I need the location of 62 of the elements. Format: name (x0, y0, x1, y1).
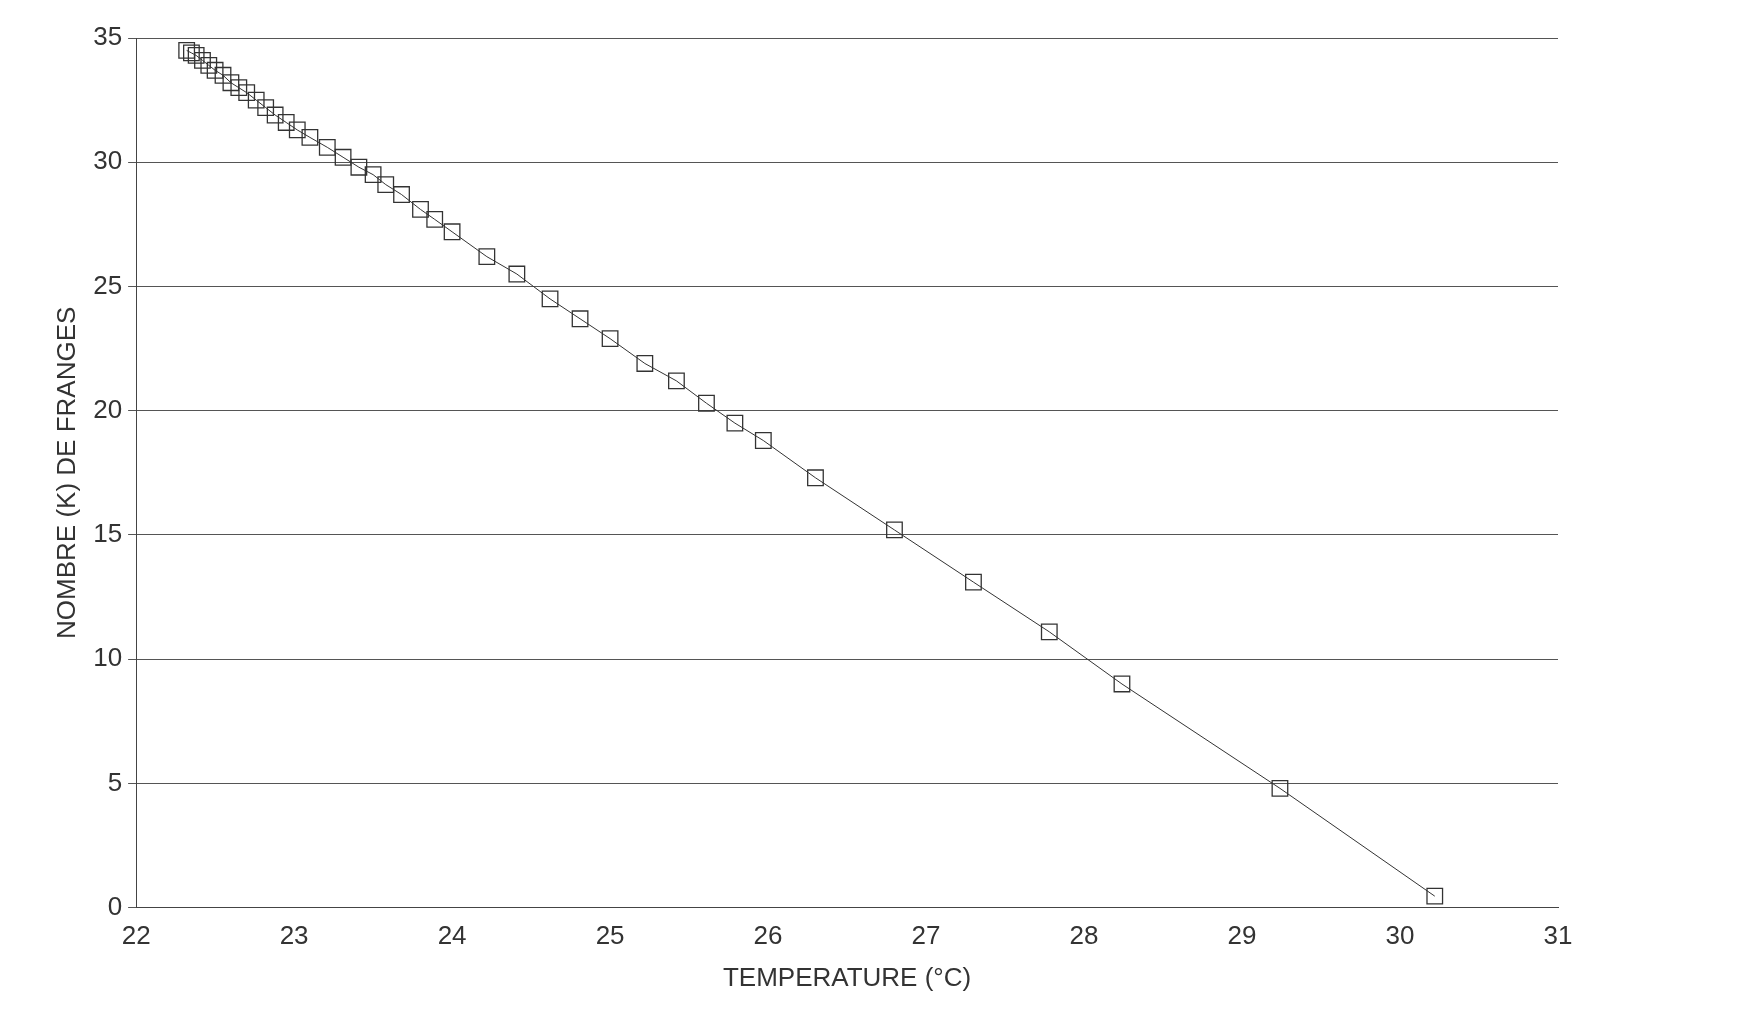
point (200, 56, 218, 74)
point (726, 414, 744, 432)
point (377, 176, 395, 194)
point (266, 106, 284, 124)
point (965, 573, 982, 591)
y-tick-label: 20 (93, 393, 123, 424)
point (187, 46, 205, 64)
point (230, 79, 248, 97)
point (178, 42, 196, 59)
x-tick-label: 25 (595, 920, 625, 951)
x-tick-label: 29 (1227, 920, 1257, 951)
x-tick-label: 30 (1385, 920, 1415, 951)
point (288, 121, 306, 139)
x-tick-label: 22 (121, 920, 151, 951)
x-tick-label: 28 (1069, 920, 1099, 951)
point (412, 201, 429, 218)
point (393, 186, 410, 203)
point (1271, 779, 1289, 797)
point (1426, 887, 1444, 905)
y-tick-label: 0 (107, 890, 123, 921)
y-tick-label: 25 (93, 269, 123, 300)
x-tick-label: 24 (437, 920, 467, 951)
point (1040, 623, 1058, 641)
point (478, 248, 496, 266)
point (257, 99, 275, 116)
point (194, 51, 211, 69)
point (277, 114, 295, 131)
point (754, 432, 772, 449)
x-tick-label: 31 (1543, 920, 1573, 951)
point (182, 44, 200, 62)
point (601, 330, 619, 348)
y-tick-label: 10 (93, 642, 123, 673)
point (571, 310, 589, 328)
y-tick-label: 5 (107, 766, 123, 797)
x-tick-label: 26 (753, 920, 783, 951)
point (426, 210, 444, 228)
point (214, 66, 232, 84)
point (508, 265, 526, 283)
point (301, 128, 319, 146)
y-tick-label: 35 (93, 21, 123, 52)
point (1113, 675, 1131, 693)
y-axis-title: NOMBRE (K) DE FRANGES (50, 306, 81, 639)
point (247, 91, 265, 109)
x-tick-label: 27 (911, 920, 941, 951)
x-tick-label: 23 (279, 920, 309, 951)
point (364, 166, 382, 184)
point (238, 84, 256, 102)
y-tick-label: 30 (93, 145, 123, 176)
point (636, 355, 654, 372)
point (443, 223, 461, 241)
point (541, 290, 559, 308)
point (318, 138, 336, 156)
point (350, 158, 368, 176)
x-axis-title: TEMPERATURE (°C) (722, 961, 972, 992)
point (886, 521, 903, 539)
point (807, 469, 824, 487)
point (334, 148, 352, 166)
point (668, 372, 685, 390)
point (698, 394, 715, 412)
point (222, 74, 240, 92)
point (206, 61, 224, 79)
y-tick-label: 15 (93, 518, 123, 549)
